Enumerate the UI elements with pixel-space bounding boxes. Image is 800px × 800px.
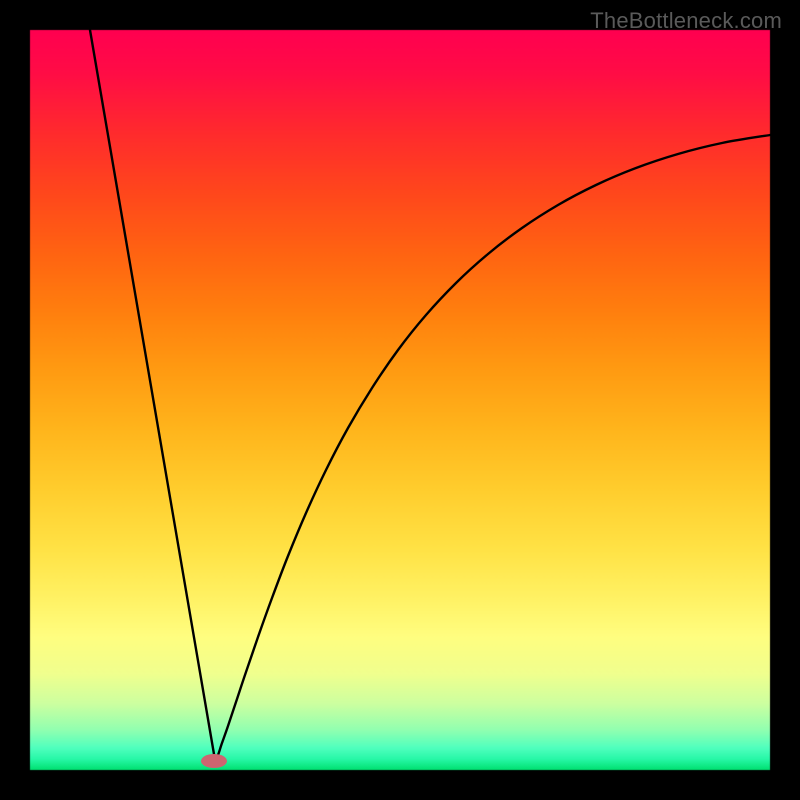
watermark-text: TheBottleneck.com xyxy=(590,8,782,34)
chart-container: TheBottleneck.com xyxy=(0,0,800,800)
gradient-background xyxy=(0,0,800,800)
